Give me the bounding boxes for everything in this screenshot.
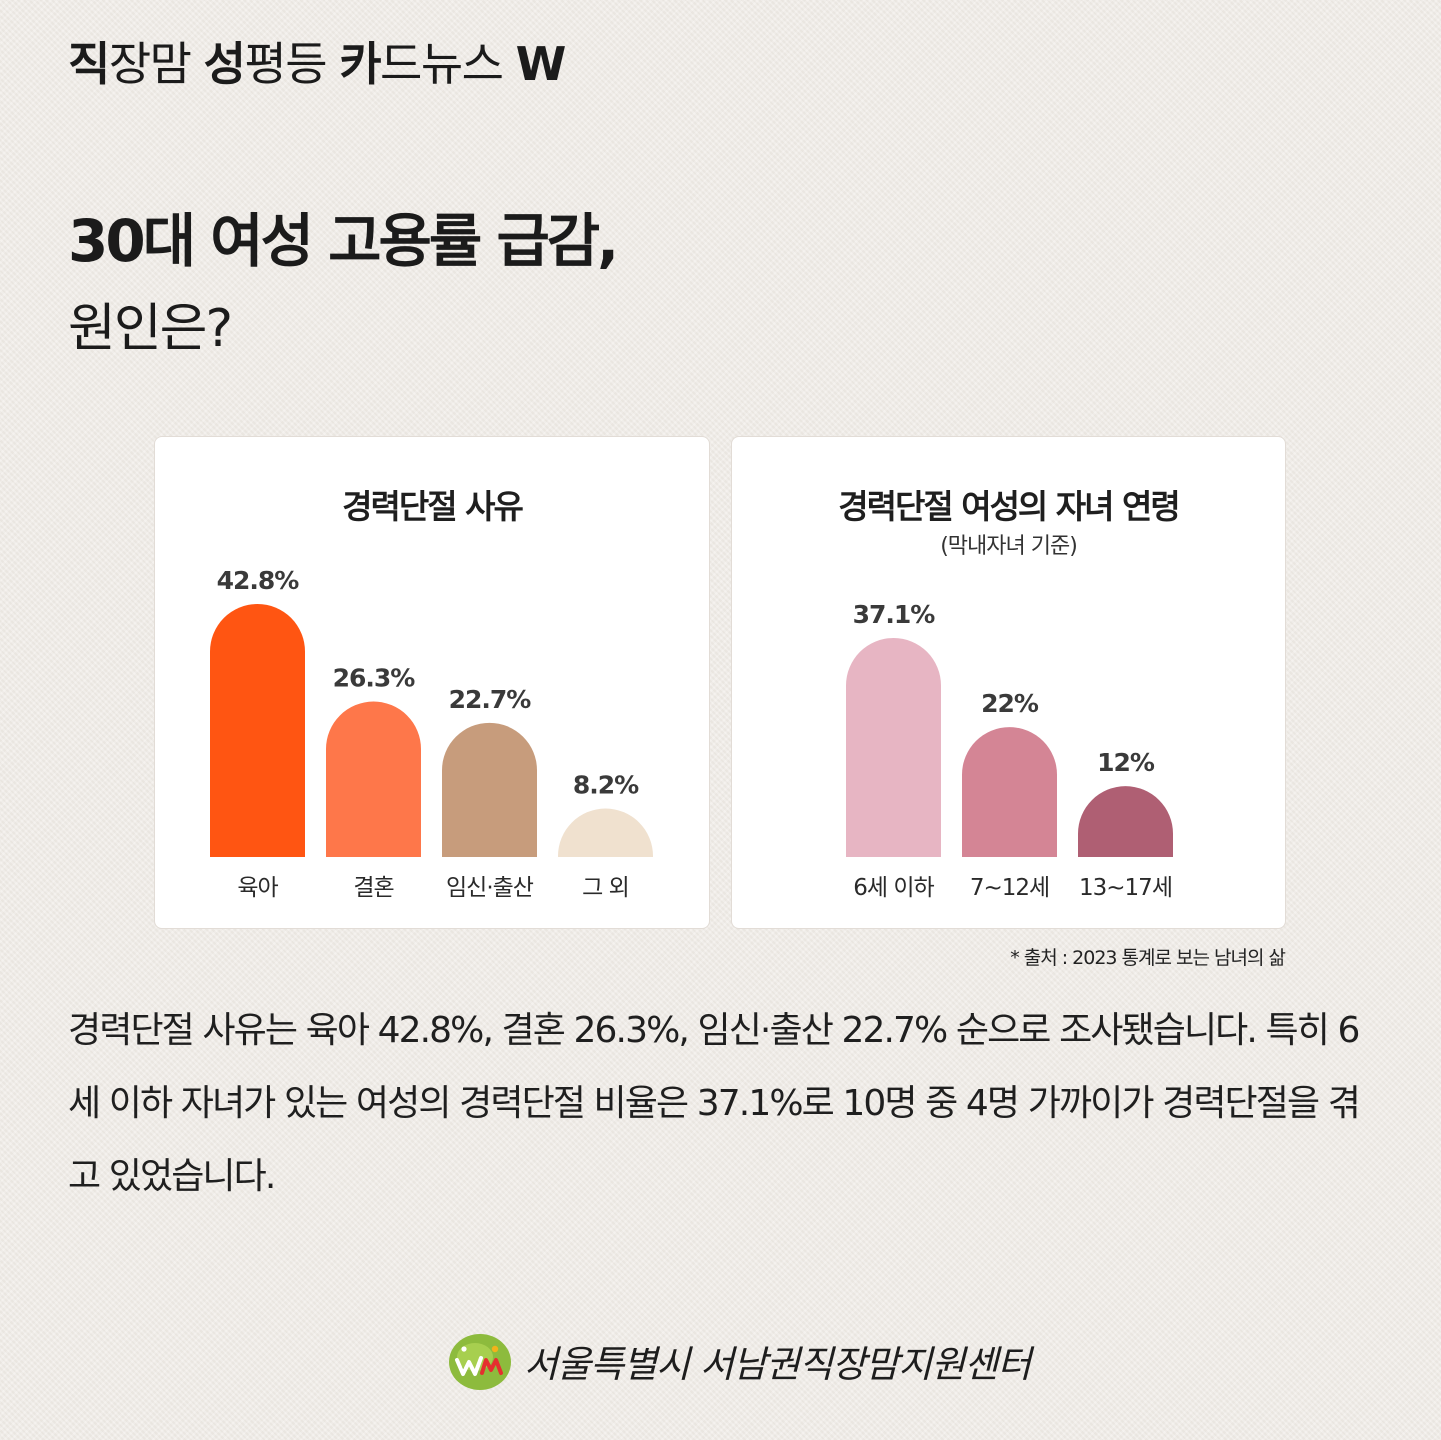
category-label-reasons-3: 임신·출산: [446, 875, 534, 901]
bar-child-age-1: [846, 638, 941, 857]
value-label-child-age-1: 37.1%: [853, 600, 936, 629]
category-label-child-age-2: 7~12세: [970, 875, 1049, 901]
source-note: * 출처 : 2023 통계로 보는 남녀의 삶: [1010, 947, 1286, 969]
page-title: 30대 여성 고용률 급감,: [68, 207, 619, 275]
header-light-3: 드뉴스: [380, 37, 516, 91]
header-bold-3: 카: [339, 37, 381, 91]
value-label-reasons-4: 8.2%: [573, 771, 639, 800]
chart-title-child-age: 경력단절 여성의 자녀 연령: [838, 487, 1180, 526]
category-label-child-age-3: 13~17세: [1079, 875, 1172, 901]
value-label-reasons-3: 22.7%: [449, 685, 532, 714]
header-light-2: 평등: [244, 37, 340, 91]
value-label-child-age-2: 22%: [981, 689, 1039, 718]
header-bold-4: W: [515, 37, 567, 91]
bar-child-age-3: [1078, 786, 1173, 857]
series-header: 직장맘 성평등 카드뉴스 W: [68, 36, 567, 92]
value-label-reasons-2: 26.3%: [333, 664, 416, 693]
page-subtitle: 원인은?: [68, 299, 233, 359]
value-label-reasons-1: 42.8%: [217, 566, 300, 595]
category-label-reasons-4: 그 외: [582, 875, 629, 901]
header-bold-2: 성: [203, 37, 246, 91]
footer: 서울특별시 서남권직장맘지원센터: [446, 1326, 1031, 1396]
org-name: 서울특별시 서남권직장맘지원센터: [524, 1343, 1031, 1386]
chart-title-reasons: 경력단절 사유: [342, 487, 524, 526]
category-label-reasons-2: 결혼: [353, 875, 393, 901]
header-light-1: 장맘: [108, 37, 204, 91]
value-label-child-age-3: 12%: [1097, 748, 1155, 777]
body-paragraph: 경력단절 사유는 육아 42.8%, 결혼 26.3%, 임신·출산 22.7%…: [68, 1010, 1361, 1197]
chart-subtitle-child-age: (막내자녀 기준): [940, 534, 1078, 559]
wm-logo-icon: [449, 1334, 511, 1390]
bar-reasons-4: [558, 808, 653, 857]
bar-reasons-3: [442, 722, 537, 857]
bar-reasons-1: [210, 604, 305, 857]
category-label-child-age-1: 6세 이하: [853, 875, 934, 901]
bar-child-age-2: [962, 727, 1057, 857]
bar-reasons-2: [326, 701, 421, 857]
category-label-reasons-1: 육아: [237, 875, 278, 901]
header-bold-1: 직: [68, 37, 110, 91]
